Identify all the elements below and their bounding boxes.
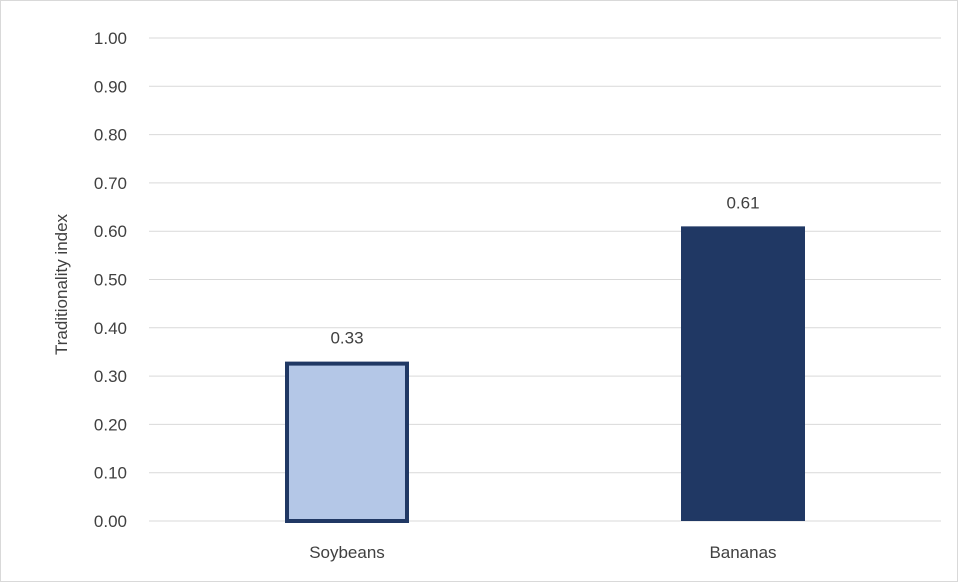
x-tick-labels: Soybeans Bananas	[309, 543, 776, 562]
y-tick-label: 0.40	[94, 319, 127, 338]
y-tick-label: 0.30	[94, 367, 127, 386]
y-tick-label: 0.20	[94, 415, 127, 434]
bar-bananas	[681, 226, 805, 521]
y-tick-label: 0.80	[94, 126, 127, 145]
y-tick-label: 0.90	[94, 77, 127, 96]
y-tick-label: 1.00	[94, 29, 127, 48]
bar-soybeans	[285, 361, 409, 523]
y-axis-label: Traditionality index	[52, 213, 71, 355]
y-tick-labels: 0.00 0.10 0.20 0.30 0.40 0.50 0.60 0.70 0.80 0.90…	[94, 29, 127, 531]
y-tick-label: 0.50	[94, 271, 127, 290]
data-label: 0.61	[726, 193, 759, 212]
y-tick-label: 0.00	[94, 512, 127, 531]
x-tick-label: Soybeans	[309, 543, 385, 562]
y-tick-label: 0.10	[94, 464, 127, 483]
y-tick-label: 0.60	[94, 222, 127, 241]
data-labels: 0.33 0.61	[330, 193, 759, 347]
gridlines	[149, 37, 941, 522]
bars	[285, 226, 805, 523]
data-label: 0.33	[330, 329, 363, 348]
x-tick-label: Bananas	[709, 543, 776, 562]
y-tick-label: 0.70	[94, 174, 127, 193]
